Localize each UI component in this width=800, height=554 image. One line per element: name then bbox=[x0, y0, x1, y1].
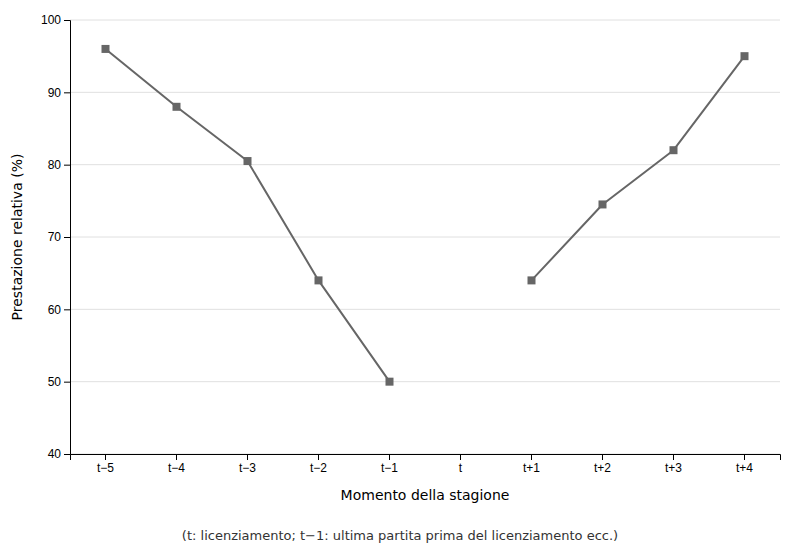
chart: 40 50 60 70 80 90 100 t−5 t−4 t−3 t−2 t−1 t t+1 t+2 t+3… bbox=[0, 0, 800, 554]
grid-line bbox=[70, 309, 780, 310]
tick: t+1 bbox=[523, 454, 540, 475]
tick: 80 bbox=[48, 158, 70, 172]
tick-mark bbox=[460, 454, 461, 460]
tick-label: t−2 bbox=[310, 461, 327, 475]
x-axis-title: Momento della stagione bbox=[341, 487, 510, 503]
tick-label: t bbox=[459, 461, 463, 475]
tick-label: t−4 bbox=[168, 461, 185, 475]
axis-line bbox=[64, 21, 71, 455]
axis-line bbox=[71, 455, 781, 461]
grid-line bbox=[70, 237, 780, 238]
marker bbox=[528, 276, 536, 284]
tick-label: t−3 bbox=[239, 461, 256, 475]
x-axis: t−5 t−4 t−3 t−2 t−1 t t+1 t+2 t+3 t+4 bbox=[71, 454, 781, 475]
tick-label: t−1 bbox=[381, 461, 398, 475]
tick: t−5 bbox=[97, 454, 114, 475]
marker bbox=[315, 276, 323, 284]
tick-label: 50 bbox=[48, 375, 62, 389]
tick-mark bbox=[602, 454, 603, 460]
tick: 50 bbox=[48, 375, 70, 389]
tick-label: 80 bbox=[48, 158, 62, 172]
tick: t−3 bbox=[239, 454, 256, 475]
grid-line bbox=[70, 92, 780, 93]
tick-label: 90 bbox=[48, 86, 62, 100]
tick-mark bbox=[64, 309, 70, 310]
grid-line bbox=[70, 381, 780, 382]
y-axis-title: Prestazione relativa (%) bbox=[9, 154, 25, 321]
tick: t+2 bbox=[594, 454, 611, 475]
tick-label: t+4 bbox=[736, 461, 753, 475]
tick-mark bbox=[531, 454, 532, 460]
tick: t bbox=[459, 454, 463, 475]
caption: (t: licenziamento; t−1: ultima partita p… bbox=[182, 528, 618, 543]
marker bbox=[741, 52, 749, 60]
tick-label: 60 bbox=[48, 303, 62, 317]
tick-mark bbox=[64, 454, 70, 455]
grid-line bbox=[70, 20, 780, 21]
tick-mark bbox=[318, 454, 319, 460]
tick-mark bbox=[744, 454, 745, 460]
tick-label: t+2 bbox=[594, 461, 611, 475]
tick: 90 bbox=[48, 86, 70, 100]
marker bbox=[244, 157, 252, 165]
marker bbox=[599, 200, 607, 208]
tick: t−1 bbox=[381, 454, 398, 475]
tick-mark bbox=[64, 165, 70, 166]
line bbox=[106, 49, 745, 382]
tick-mark bbox=[673, 454, 674, 460]
marker bbox=[670, 146, 678, 154]
plot: 40 50 60 70 80 90 100 t−5 t−4 t−3 t−2 t−1 t t+1 t+2 t+3… bbox=[41, 13, 781, 474]
y-axis: 40 50 60 70 80 90 100 bbox=[41, 13, 71, 461]
tick-mark bbox=[389, 454, 390, 460]
tick-mark bbox=[64, 20, 70, 21]
tick: t−4 bbox=[168, 454, 185, 475]
tick: t−2 bbox=[310, 454, 327, 475]
tick-mark bbox=[176, 454, 177, 460]
marks bbox=[102, 45, 749, 386]
tick-label: t−5 bbox=[97, 461, 114, 475]
grid bbox=[70, 20, 780, 454]
marker bbox=[173, 103, 181, 111]
tick-label: 70 bbox=[48, 230, 62, 244]
tick: 40 bbox=[48, 447, 70, 461]
tick-mark bbox=[105, 454, 106, 460]
tick: t+4 bbox=[736, 454, 753, 475]
tick-mark bbox=[247, 454, 248, 460]
marker bbox=[102, 45, 110, 53]
tick: t+3 bbox=[665, 454, 682, 475]
tick-label: t+3 bbox=[665, 461, 682, 475]
tick-mark bbox=[64, 237, 70, 238]
tick: 70 bbox=[48, 230, 70, 244]
grid-line bbox=[70, 164, 780, 165]
tick-label: t+1 bbox=[523, 461, 540, 475]
tick-label: 40 bbox=[48, 447, 62, 461]
tick-mark bbox=[64, 382, 70, 383]
marker bbox=[386, 378, 394, 386]
tick: 100 bbox=[41, 13, 70, 27]
tick: 60 bbox=[48, 303, 70, 317]
tick-mark bbox=[64, 92, 70, 93]
tick-label: 100 bbox=[41, 13, 61, 27]
